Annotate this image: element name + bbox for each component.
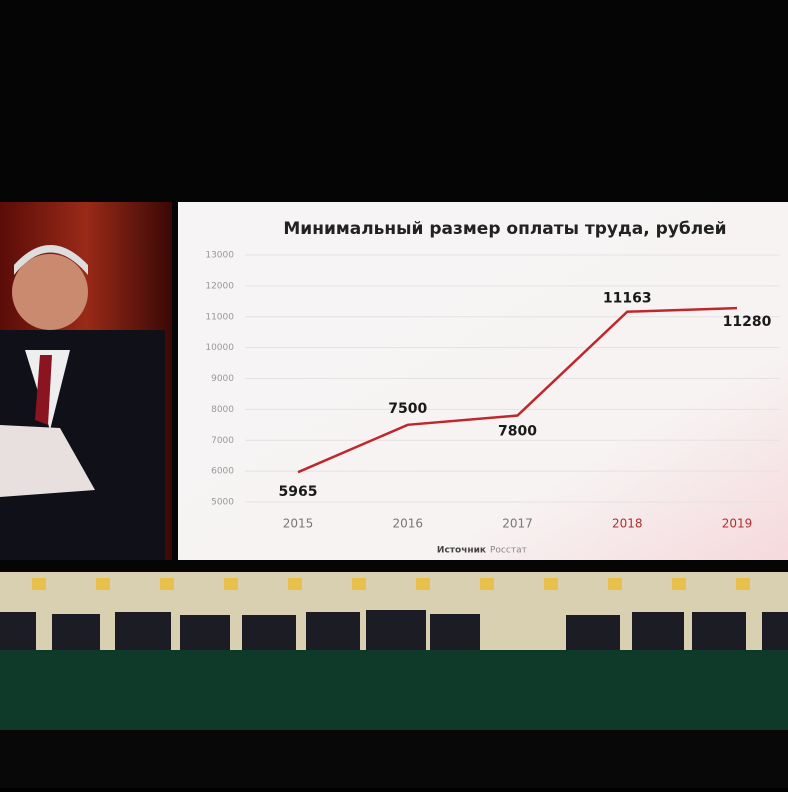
y-tick-label: 13000 [205, 251, 234, 261]
x-tick-label: 2019 [722, 517, 753, 531]
data-label: 5965 [279, 484, 318, 500]
x-tick-label: 2016 [392, 517, 423, 531]
stage-table [0, 650, 788, 730]
chart-title: Минимальный размер оплаты труда, рублей [283, 219, 726, 239]
x-tick-label: 2018 [612, 517, 643, 531]
y-tick-label: 10000 [205, 343, 234, 353]
chart-screen [178, 202, 788, 560]
y-tick-label: 6000 [211, 467, 234, 477]
speaker-head [12, 254, 88, 330]
source: Росстат [490, 546, 527, 556]
data-label: 7500 [388, 401, 427, 417]
y-tick-label: 11000 [205, 312, 234, 322]
panelists [0, 610, 788, 652]
y-tick-label: 9000 [211, 374, 234, 384]
y-tick-label: 7000 [211, 436, 234, 446]
data-label: 11163 [603, 291, 652, 307]
speaker-hair [14, 245, 88, 275]
x-tick-label: 2015 [283, 517, 314, 531]
y-tick-label: 5000 [211, 498, 234, 508]
plot: 5000 6000 7000 8000 9000 10000 11000 12000 13000… [205, 251, 780, 531]
speaker-tie [35, 355, 52, 425]
data-label: 11280 [723, 314, 772, 330]
y-tick-label: 8000 [211, 405, 234, 415]
source-label: Источник [437, 546, 486, 556]
x-tick-label: 2017 [502, 517, 533, 531]
audience [0, 730, 788, 788]
line [297, 306, 738, 474]
data-label: 7800 [498, 424, 537, 440]
y-tick-label: 12000 [205, 281, 234, 291]
podium [0, 425, 95, 497]
backdrop-logos [32, 578, 750, 590]
